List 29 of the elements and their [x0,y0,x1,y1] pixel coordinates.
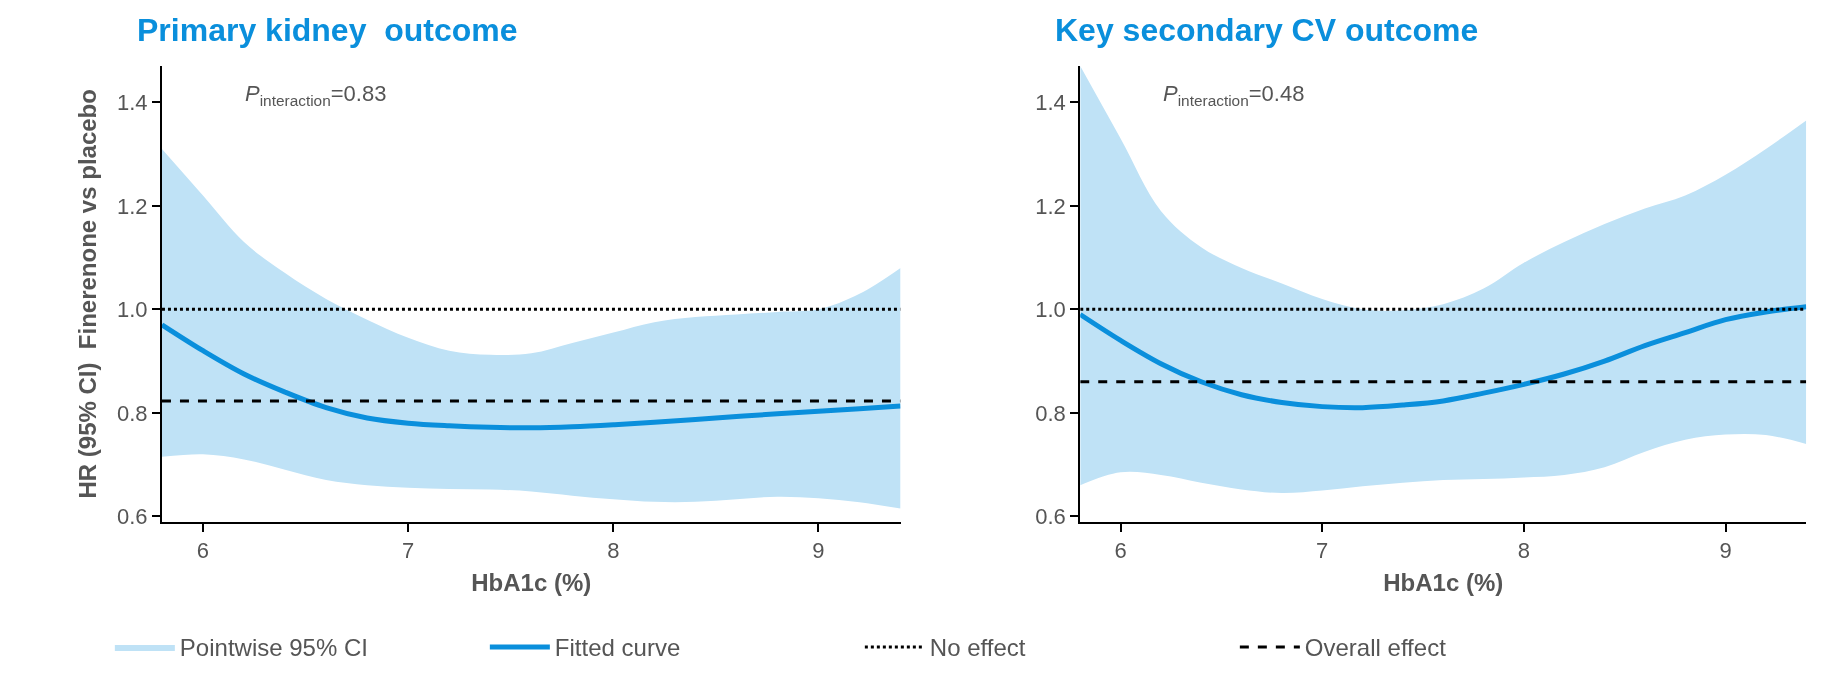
y-tick-label: 0.6 [1035,504,1066,530]
x-axis-title: HbA1c (%) [1383,568,1504,596]
annotation: P$_{interaction}$=0.83 [245,81,387,109]
y-tick-label: 1.2 [1035,193,1066,219]
y-tick-label: 1.4 [116,90,148,116]
legend-label: Fitted curve [554,634,681,662]
x-tick-label: 8 [607,537,620,563]
y-tick-label: 0.8 [116,400,148,426]
y-tick-label: 1.0 [1035,297,1066,323]
x-tick-label: 8 [1517,537,1531,563]
text: Pointwise 95% CI [179,634,368,662]
x-tick-label: 7 [1316,537,1329,563]
y-axis-title: HR (95% CI) Finerenone vs placebo [73,89,101,499]
x-tick-label: 9 [1719,537,1732,563]
annotation: P$_{interaction}$=0.48 [1163,81,1305,109]
x-axis-title: HbA1c (%) [471,568,592,596]
y-tick-label: 0.8 [1035,400,1066,426]
y-tick-label: 1.2 [116,193,148,219]
y-tick-label: 1.0 [116,297,148,323]
legend-label: Overall effect [1304,634,1447,662]
chart-title: Key secondary CV outcome [1055,12,1479,48]
x-tick-label: 6 [196,537,210,563]
chart-title: Primary kidney outcome [137,12,518,48]
x-tick-label: 9 [812,537,825,563]
legend-label: No effect [929,634,1026,662]
y-tick-label: 1.4 [1035,90,1066,116]
x-tick-label: 6 [1114,537,1127,563]
y-tick-label: 0.6 [116,504,148,530]
x-tick-label: 7 [402,537,415,563]
